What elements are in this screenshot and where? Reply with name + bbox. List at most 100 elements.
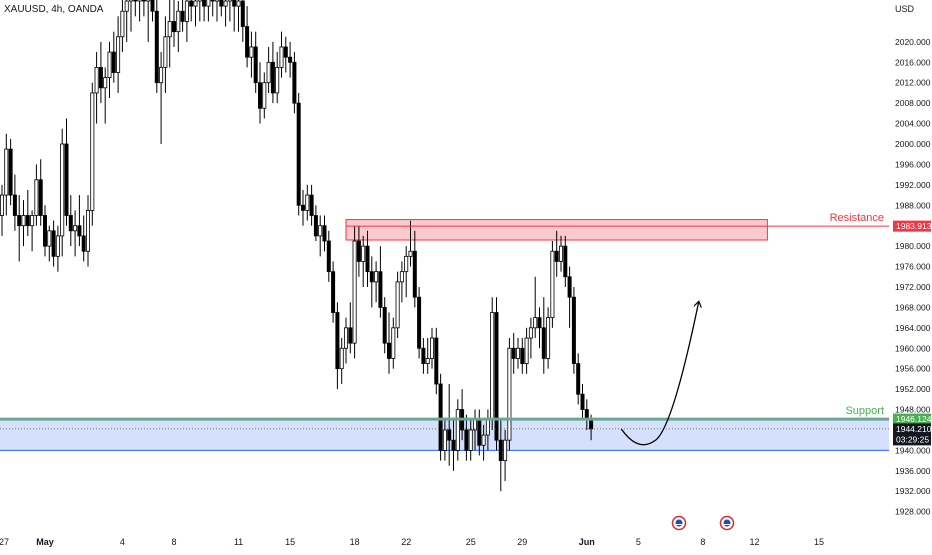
- candle-body: [571, 296, 576, 364]
- candle-body: [171, 21, 176, 33]
- candle-body: [60, 143, 65, 237]
- candle: [498, 419, 503, 492]
- candle: [343, 317, 348, 364]
- economic-event-icon[interactable]: [719, 515, 735, 531]
- candle: [455, 399, 460, 461]
- candle: [313, 205, 318, 242]
- candle: [210, 0, 215, 17]
- candle-body: [326, 240, 331, 273]
- candle: [382, 297, 387, 354]
- candle-body: [589, 419, 594, 430]
- candle: [73, 210, 78, 257]
- candle-body: [12, 194, 17, 216]
- x-tick-label: May: [36, 537, 54, 547]
- candle: [21, 200, 26, 247]
- candle: [236, 0, 241, 32]
- candle-body: [73, 225, 78, 232]
- candle-body: [270, 61, 275, 94]
- candle: [288, 41, 293, 78]
- candle: [356, 225, 361, 277]
- candle-body: [503, 439, 508, 461]
- candle: [0, 184, 4, 236]
- y-tick-label: 1988.000: [895, 200, 931, 210]
- candle: [120, 0, 125, 53]
- resistance-price-tag-bg: [893, 220, 931, 232]
- y-tick-label: 1980.000: [895, 241, 931, 251]
- candle: [197, 0, 202, 22]
- economic-event-icon[interactable]: [671, 515, 687, 531]
- candle: [365, 230, 370, 287]
- candle-body: [447, 429, 452, 441]
- candle: [447, 384, 452, 466]
- candle: [408, 220, 413, 267]
- candle-body: [21, 215, 26, 227]
- candle: [528, 317, 533, 359]
- candle: [124, 0, 129, 42]
- candle-body: [421, 347, 426, 364]
- candle: [417, 286, 422, 359]
- candle-body: [137, 0, 142, 2]
- candle: [17, 195, 22, 262]
- zones-layer: [0, 219, 889, 451]
- candle-body: [498, 439, 503, 461]
- candle-body: [455, 409, 460, 451]
- candle-body: [386, 342, 391, 359]
- candle: [361, 235, 366, 287]
- candle: [533, 276, 538, 339]
- currency-label: USD: [895, 4, 915, 14]
- candle-body: [425, 358, 430, 364]
- resistance-price-tag: 1983.913: [896, 221, 932, 231]
- current-price-tag-bg: [893, 423, 931, 446]
- candle: [524, 327, 529, 374]
- candle-body: [206, 0, 211, 7]
- candle-body: [68, 215, 73, 232]
- candle: [150, 0, 155, 22]
- candle-body: [318, 225, 323, 237]
- candle-body: [227, 0, 232, 2]
- candle-body: [163, 36, 168, 68]
- candle: [326, 230, 331, 282]
- y-tick-label: 1948.000: [895, 405, 931, 415]
- candle-body: [43, 215, 48, 247]
- candle: [176, 1, 181, 53]
- candle: [219, 0, 224, 17]
- candle-body: [339, 347, 344, 370]
- candle-body: [343, 327, 348, 349]
- x-tick-label: 22: [401, 537, 411, 547]
- x-tick-label: 15: [285, 537, 295, 547]
- x-tick-label: 12: [749, 537, 759, 547]
- candle-body: [331, 271, 336, 313]
- candle-body: [103, 77, 108, 89]
- candle: [434, 327, 439, 395]
- candle: [47, 225, 52, 262]
- candle: [146, 0, 151, 42]
- candle-body: [0, 194, 4, 216]
- candle-body: [128, 0, 133, 2]
- candle-body: [533, 317, 538, 329]
- candle: [81, 215, 86, 262]
- candle: [240, 0, 245, 42]
- candles-layer: [0, 0, 594, 492]
- candle-body: [8, 148, 13, 196]
- candle: [554, 230, 559, 277]
- candle-body: [51, 230, 56, 257]
- candle: [464, 414, 469, 461]
- candle-body: [180, 10, 185, 22]
- candle-body: [559, 245, 564, 262]
- candle-body: [240, 0, 245, 27]
- candle-body: [107, 51, 112, 79]
- candle: [296, 92, 301, 216]
- countdown-label: 03:29:25: [896, 434, 929, 444]
- candle-body: [81, 235, 86, 252]
- candle-body: [86, 209, 91, 252]
- candle: [331, 261, 336, 323]
- candle: [25, 189, 30, 236]
- candle-body: [120, 10, 125, 38]
- candle-body: [214, 0, 219, 2]
- candle: [107, 41, 112, 99]
- candle-body: [300, 204, 305, 211]
- candle: [184, 0, 189, 42]
- candle: [571, 286, 576, 374]
